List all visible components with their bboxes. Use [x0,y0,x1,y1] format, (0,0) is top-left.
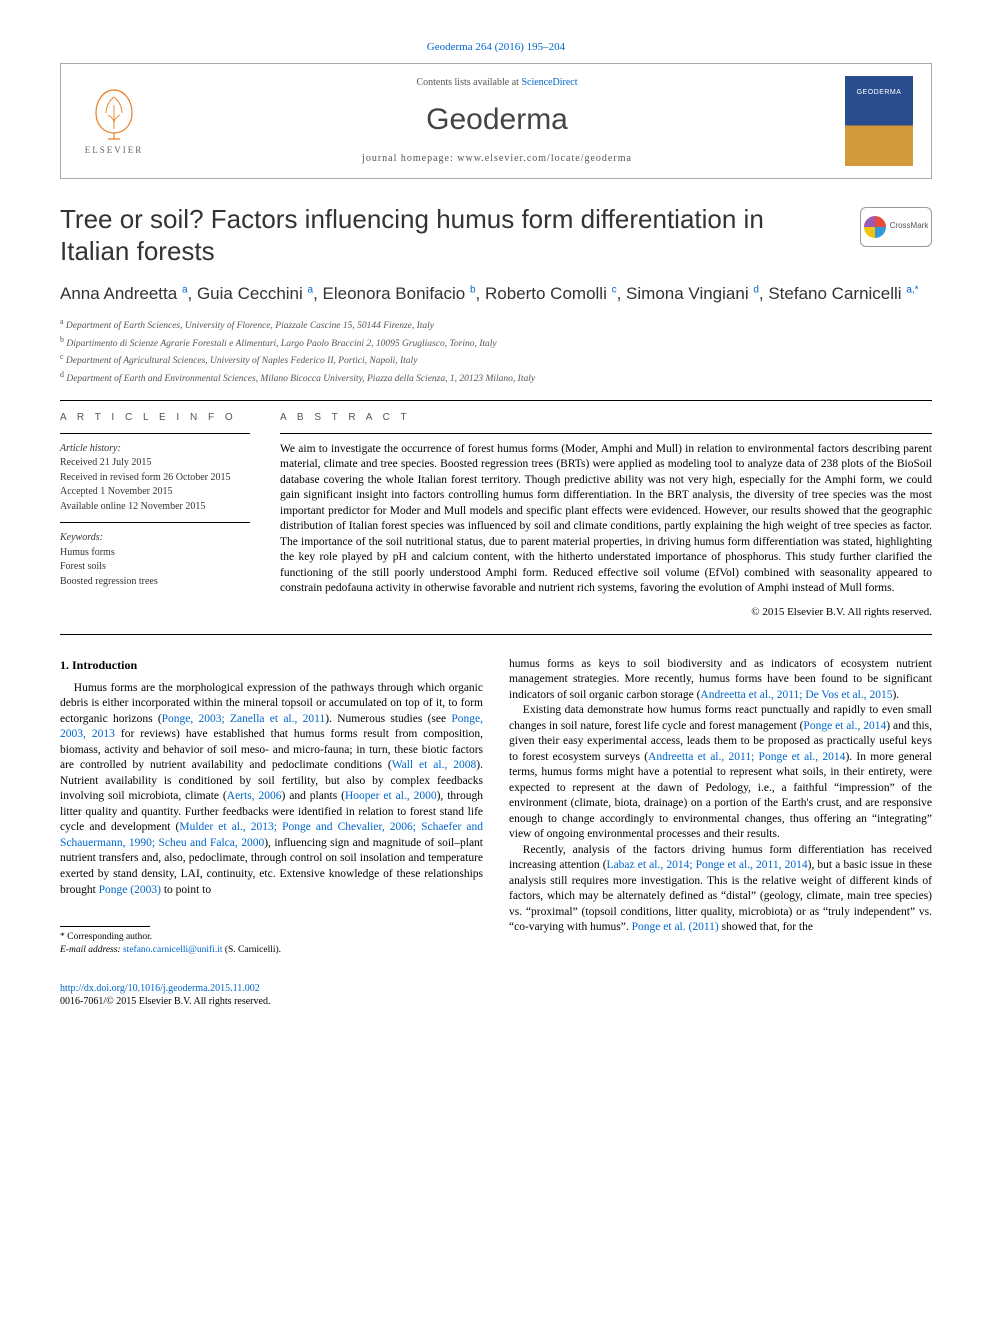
article-info-column: A R T I C L E I N F O Article history: R… [60,411,250,620]
author: Stefano Carnicelli a,* [768,284,918,303]
body-para-r3: Recently, analysis of the factors drivin… [509,843,932,936]
info-rule-2 [60,522,250,523]
abstract-copyright: © 2015 Elsevier B.V. All rights reserved… [280,605,932,620]
sciencedirect-link[interactable]: ScienceDirect [521,77,577,88]
crossmark-badge[interactable]: CrossMark [860,207,932,247]
ref-link[interactable]: Ponge et al., 2014 [803,720,886,732]
issn-copyright: 0016-7061/© 2015 Elsevier B.V. All right… [60,996,270,1007]
ref-link[interactable]: Mulder et al., 2013; Ponge and Chevalier… [60,821,483,849]
corr-email-link[interactable]: stefano.carnicelli@unifi.it [123,945,223,955]
affiliation-line: d Department of Earth and Environmental … [60,369,932,386]
crossmark-label: CrossMark [890,221,929,232]
homepage-line: journal homepage: www.elsevier.com/locat… [149,152,845,166]
ref-link[interactable]: Ponge et al. (2011) [632,921,719,933]
author: Guia Cecchini a [197,284,313,303]
body-para-r2: Existing data demonstrate how humus form… [509,703,932,843]
elsevier-logo: ELSEVIER [79,81,149,161]
ref-link[interactable]: Andreetta et al., 2011; De Vos et al., 2… [700,689,892,701]
ref-link[interactable]: Ponge (2003) [99,884,161,896]
author-aff-link[interactable]: a [182,284,188,295]
journal-cover-thumb [845,76,913,166]
author-aff-link[interactable]: c [612,284,617,295]
contents-line: Contents lists available at ScienceDirec… [149,76,845,90]
right-column: humus forms as keys to soil biodiversity… [509,657,932,958]
journal-header-box: ELSEVIER Contents lists available at Sci… [60,63,932,179]
history-label: Article history: [60,442,250,457]
ref-link[interactable]: Wall et al., 2008 [392,759,477,771]
homepage-prefix: journal homepage: [362,153,457,164]
body-columns: 1. Introduction Humus forms are the morp… [60,657,932,958]
elsevier-label: ELSEVIER [85,144,144,156]
section-number: 1. [60,658,69,672]
article-title: Tree or soil? Factors influencing humus … [60,203,840,268]
history-line: Available online 12 November 2015 [60,500,250,515]
abstract-text: We aim to investigate the occurrence of … [280,442,932,597]
affiliation-line: b Dipartimento di Scienze Agrarie Forest… [60,334,932,351]
author: Simona Vingiani d [626,284,759,303]
authors-line: Anna Andreetta a, Guia Cecchini a, Eleon… [60,282,932,307]
ref-link[interactable]: Andreetta et al., 2011; Ponge et al., 20… [648,751,845,763]
affiliations: a Department of Earth Sciences, Universi… [60,316,932,386]
email-label: E-mail address: [60,945,121,955]
author-aff-link[interactable]: d [753,284,759,295]
author: Roberto Comolli c [485,284,617,303]
corresponding-footnote: * Corresponding author. E-mail address: … [60,931,483,958]
affiliation-line: c Department of Agricultural Sciences, U… [60,351,932,368]
abstract-heading: A B S T R A C T [280,411,932,425]
citation-link[interactable]: Geoderma 264 (2016) 195–204 [427,41,565,53]
elsevier-tree-icon [84,85,144,140]
author: Anna Andreetta a [60,284,188,303]
footnote-rule [60,926,150,927]
page-footer: http://dx.doi.org/10.1016/j.geoderma.201… [60,982,932,1009]
left-column: 1. Introduction Humus forms are the morp… [60,657,483,958]
keywords-label: Keywords: [60,531,250,546]
author-aff-link[interactable]: a,* [906,284,918,295]
ref-link[interactable]: Hooper et al., 2000 [345,790,437,802]
keyword: Humus forms [60,546,250,561]
abstract-rule [280,433,932,434]
ref-link[interactable]: Aerts, 2006 [227,790,282,802]
journal-citation: Geoderma 264 (2016) 195–204 [60,40,932,55]
abstract-column: A B S T R A C T We aim to investigate th… [280,411,932,620]
history-line: Received in revised form 26 October 2015 [60,471,250,486]
keywords-block: Keywords: Humus formsForest soilsBoosted… [60,531,250,589]
history-line: Accepted 1 November 2015 [60,485,250,500]
keyword: Forest soils [60,560,250,575]
body-para-r1: humus forms as keys to soil biodiversity… [509,657,932,704]
keyword: Boosted regression trees [60,575,250,590]
ref-link[interactable]: Ponge, 2003; Zanella et al., 2011 [162,713,326,725]
journal-name: Geoderma [149,100,845,141]
author-aff-link[interactable]: a [308,284,314,295]
rule-bottom [60,634,932,635]
article-history: Article history: Received 21 July 2015Re… [60,442,250,515]
homepage-url[interactable]: www.elsevier.com/locate/geoderma [457,153,632,164]
crossmark-icon [864,216,886,238]
corr-email-who: (S. Carnicelli). [225,945,281,955]
article-info-heading: A R T I C L E I N F O [60,411,250,425]
section-title: Introduction [72,658,137,672]
body-para-1: Humus forms are the morphological expres… [60,681,483,898]
author-aff-link[interactable]: b [470,284,476,295]
ref-link[interactable]: Labaz et al., 2014; Ponge et al., 2011, … [607,859,808,871]
author: Eleonora Bonifacio b [323,284,476,303]
affiliation-line: a Department of Earth Sciences, Universi… [60,316,932,333]
corr-label: * Corresponding author. [60,931,483,944]
section-heading: 1. Introduction [60,657,483,673]
contents-prefix: Contents lists available at [416,77,521,88]
rule-top [60,400,932,401]
doi-link[interactable]: http://dx.doi.org/10.1016/j.geoderma.201… [60,983,260,994]
history-line: Received 21 July 2015 [60,456,250,471]
info-rule-1 [60,433,250,434]
